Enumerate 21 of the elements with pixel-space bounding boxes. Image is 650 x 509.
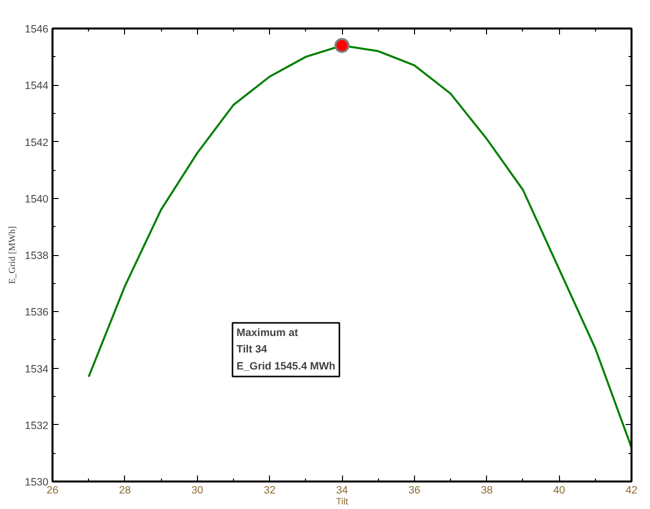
y-tick-label: 1542 [24, 136, 49, 149]
y-tick-label: 1546 [24, 24, 49, 36]
y-tick-label: 1534 [24, 363, 49, 376]
x-axis-title: Tilt [336, 496, 348, 506]
x-tick-label: 34 [336, 484, 348, 496]
y-tick-label: 1536 [24, 306, 49, 319]
x-tick-label: 36 [408, 484, 420, 496]
annotation: Maximum at Tilt 34 E_Grid 1545.4 MWh [236, 326, 336, 372]
x-tick-label: 32 [264, 484, 276, 496]
x-tick-label: 28 [118, 484, 131, 496]
x-tick-label: 42 [626, 484, 638, 496]
y-tick-label: 1532 [24, 420, 49, 432]
y-tick-label: 1530 [24, 476, 49, 488]
y-tick-label: 1540 [24, 193, 49, 206]
x-tick-label: 30 [191, 484, 204, 496]
y-tick-label: 1538 [24, 250, 49, 262]
x-tick-label: 40 [553, 484, 566, 496]
y-axis-title: E_Grid [MWh] [8, 226, 18, 284]
x-tick-label: 26 [46, 484, 58, 496]
x-tick-label: 38 [480, 484, 493, 496]
y-tick-label: 1544 [24, 80, 49, 92]
